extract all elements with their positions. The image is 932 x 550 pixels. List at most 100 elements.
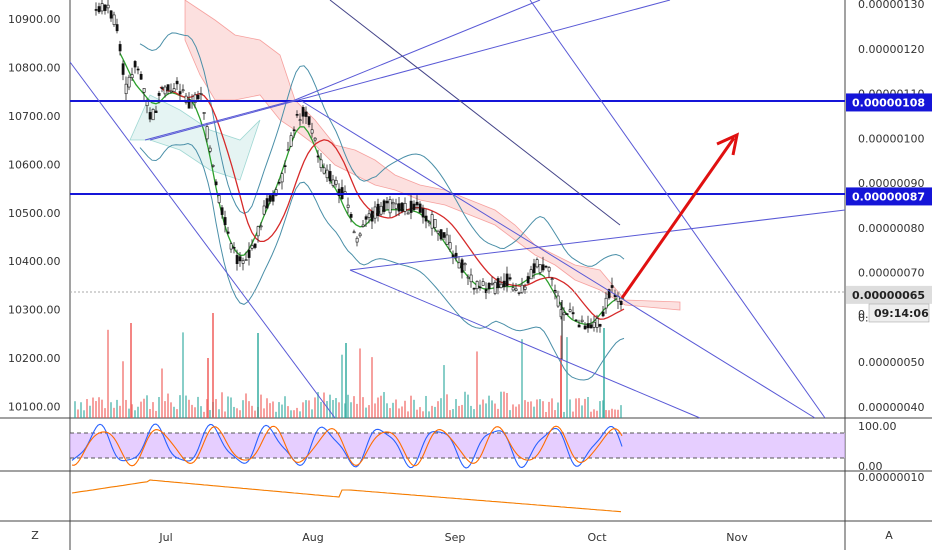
volume-bar <box>80 402 82 418</box>
volume-bar <box>587 397 589 418</box>
volume-bar <box>215 399 217 418</box>
right-axis-tick: 0. <box>858 308 869 321</box>
candle-body <box>412 203 416 210</box>
candle-body <box>346 204 350 208</box>
candle-body <box>94 9 98 11</box>
volume-bar <box>299 411 301 418</box>
volume-bar <box>605 410 607 418</box>
candle-body <box>490 282 494 285</box>
candle-body <box>541 264 545 271</box>
volume-bar <box>74 401 76 418</box>
candle-body <box>454 252 458 259</box>
candle-body <box>220 207 224 215</box>
candle-body <box>538 264 542 273</box>
right-axis-tick: 0.00000090 <box>858 177 924 190</box>
candle-body <box>271 194 275 202</box>
candle-body <box>415 201 419 206</box>
trend-line <box>294 0 541 101</box>
volume-bar <box>221 392 223 418</box>
volume-bar <box>434 406 436 418</box>
volume-bar <box>542 401 544 418</box>
volume-bar <box>611 408 613 418</box>
volume-bar <box>437 401 439 418</box>
candle-body <box>319 159 323 168</box>
volume-bar <box>401 406 403 418</box>
volume-bar <box>524 400 526 418</box>
volume-bar <box>482 399 484 418</box>
candle-body <box>256 226 260 237</box>
volume-bar <box>227 396 229 418</box>
volume-bar <box>209 410 211 418</box>
volume-bar <box>449 410 451 418</box>
volume-bar <box>182 332 184 418</box>
candle-body <box>364 216 368 220</box>
volume-bar <box>377 397 379 418</box>
volume-bar <box>467 394 469 418</box>
volume-bar <box>374 403 376 418</box>
candle-body <box>466 276 470 279</box>
candle-body <box>151 109 155 121</box>
volume-bar <box>425 395 427 418</box>
volume-bar <box>212 313 214 418</box>
candle-body <box>436 230 440 234</box>
candle-body <box>424 215 428 222</box>
trend-line <box>299 99 816 419</box>
candle-body <box>373 206 377 219</box>
candle-body <box>337 188 341 197</box>
candle-body <box>208 147 212 152</box>
candle-body <box>448 242 452 250</box>
volume-bar <box>395 399 397 418</box>
volume-bar <box>551 398 553 418</box>
volume-bar <box>137 406 139 418</box>
volume-bar <box>101 399 103 418</box>
candle-body <box>553 289 557 294</box>
volume-bar <box>329 394 331 418</box>
lower-panels <box>70 423 845 513</box>
drawn-trend-lines[interactable] <box>69 0 846 419</box>
right-axis-tick: 0.00000120 <box>858 43 924 56</box>
trend-line <box>69 61 336 419</box>
volume-bar <box>176 409 178 418</box>
right-axis-tick: 0.00000070 <box>858 267 924 280</box>
volume-bar <box>146 395 148 418</box>
volume-bar <box>563 411 565 418</box>
volume-bar <box>548 401 550 418</box>
volume-bar <box>170 402 172 418</box>
volume-bar <box>443 365 445 418</box>
candle-body <box>463 263 467 266</box>
candle-body <box>121 63 125 75</box>
candle-body <box>172 88 176 92</box>
volume-bar <box>290 410 292 418</box>
volume-bar <box>440 398 442 418</box>
volume-bar <box>98 397 100 418</box>
volume-bar <box>83 410 85 418</box>
volume-bar <box>125 399 127 418</box>
candle-body <box>244 259 248 261</box>
candle-body <box>127 76 131 88</box>
candle-body <box>286 149 290 152</box>
right-axis-tick: 0.00000050 <box>858 356 924 369</box>
right-axis-tick: 0.00000080 <box>858 222 924 235</box>
main-panel <box>70 0 845 418</box>
candle-body <box>274 189 278 196</box>
candle-body <box>160 87 164 89</box>
volume-bar <box>116 399 118 418</box>
candle-body <box>469 274 473 283</box>
volume-bar <box>422 411 424 418</box>
candle-body <box>601 311 605 317</box>
volume-bar <box>473 409 475 418</box>
candle-body <box>235 255 239 265</box>
candle-body <box>385 200 389 204</box>
volume-bar <box>266 398 268 418</box>
candle-body <box>112 14 116 25</box>
candle-body <box>238 256 242 262</box>
left-axis-tick: 10400.00 <box>8 255 61 268</box>
candle-body <box>142 88 146 93</box>
volume-bar <box>603 328 605 418</box>
volume-bar <box>155 410 157 418</box>
volume-bar <box>335 398 337 418</box>
volume-bar <box>323 392 325 418</box>
trend-line <box>329 0 621 226</box>
volume-bar <box>470 405 472 418</box>
